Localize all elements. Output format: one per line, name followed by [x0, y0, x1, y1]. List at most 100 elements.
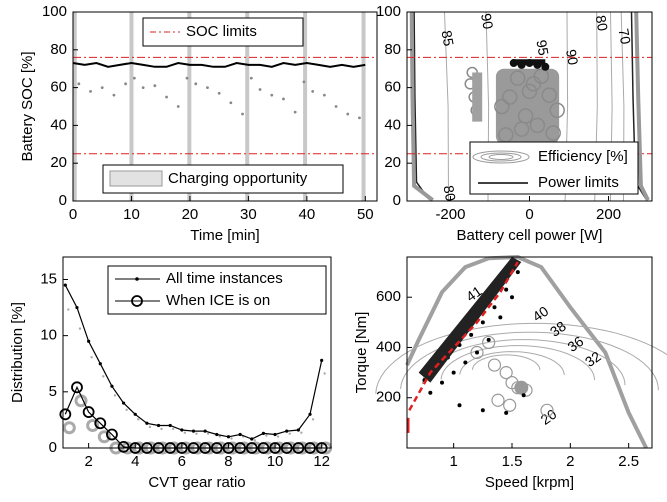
operating-point [549, 102, 565, 119]
engine-map-ytick-label: 600 [376, 288, 401, 305]
all-instances-point [87, 339, 91, 343]
operating-dot [521, 393, 526, 398]
all-instances-point [250, 437, 254, 441]
gray-soc-point [77, 82, 81, 86]
all-instances-point [110, 384, 114, 388]
operating-point [517, 108, 534, 124]
legend-soc-limits-label: SOC limits [186, 23, 257, 40]
soc-time-ytick-label: 80 [50, 41, 67, 58]
charging-band [187, 12, 192, 201]
soc-trace [72, 61, 366, 68]
all-instances-point [238, 432, 242, 437]
soc-power-ytick-label: 80 [384, 41, 401, 58]
soc-time-xtick-label: 40 [299, 206, 316, 223]
distribution-shadow-point [311, 418, 315, 421]
operating-point [545, 125, 561, 141]
legend-ice-marker [131, 295, 143, 307]
operating-dot [486, 337, 491, 342]
all-instances-point [180, 428, 184, 432]
soc-time-xtick-label: 0 [69, 206, 77, 223]
operating-dot [440, 380, 444, 385]
soc-time-ylabel: Battery SOC [%] [19, 51, 36, 161]
power-limit-left [413, 11, 430, 200]
ice-on-shadow-marker [62, 421, 76, 435]
all-instances-point [285, 429, 289, 433]
contour-label: 38 [547, 318, 569, 340]
cvt-xtick-label: 6 [178, 453, 186, 470]
ice-on-marker [117, 440, 130, 453]
efficiency-contour [400, 331, 659, 391]
operating-dot [469, 332, 474, 337]
distribution-shadow-point [125, 408, 128, 411]
operating-point [509, 70, 526, 86]
efficiency-contour [444, 11, 449, 202]
gray-soc-point [229, 101, 233, 105]
gray-soc-point [346, 112, 350, 116]
ice-on-line [64, 385, 322, 449]
distribution-shadow-point [300, 431, 303, 434]
gray-soc-point [322, 93, 326, 97]
contour-label: 90 [478, 12, 496, 30]
engine-map-ytick-label: 400 [376, 338, 401, 355]
charging-band [245, 12, 250, 201]
soc-time-xtick-label: 10 [123, 206, 140, 223]
contour-label: 85 [439, 29, 457, 47]
gray-soc-point [217, 91, 221, 95]
cvt-ytick-label: 10 [40, 327, 57, 344]
all-instances-point [296, 428, 300, 432]
charging-band [303, 12, 308, 201]
contour-label: 80 [593, 14, 611, 32]
ice-on-shadow-marker [86, 419, 100, 433]
soc-power-xtick-label: 0 [525, 206, 533, 223]
distribution-shadow-point [113, 394, 117, 397]
operating-dot [480, 408, 485, 413]
gray-soc-point [89, 89, 92, 93]
cvt-xtick-label: 12 [313, 453, 330, 470]
gray-soc-point [293, 110, 297, 114]
power-limit-right [630, 11, 647, 200]
all-instances-point [191, 429, 196, 433]
contour-label: 36 [564, 333, 586, 355]
operating-band [418, 257, 522, 383]
gray-soc-point [302, 80, 306, 84]
gray-soc-point [249, 76, 253, 80]
cvt-xlabel: CVT gear ratio [148, 474, 245, 491]
legend-efficiency-swatch [472, 150, 530, 164]
operating-dot [515, 270, 520, 275]
operating-strip [472, 72, 483, 122]
operating-dot [475, 350, 479, 355]
all-instances-point [75, 305, 79, 310]
ice-on-marker [59, 408, 72, 421]
soc-time-xtick-label: 50 [357, 206, 374, 223]
contour-label: 70 [616, 27, 634, 45]
operating-point [541, 87, 558, 103]
distribution-shadow-point [265, 434, 268, 437]
operating-dot [492, 305, 497, 310]
operating-dot [504, 287, 509, 292]
legend-all-label: All time instances [166, 270, 283, 287]
distribution-shadow-point [102, 375, 105, 378]
operating-point [501, 89, 518, 105]
cvt-ytick-label: 0 [49, 439, 57, 456]
efficiency-contour [459, 351, 565, 376]
operating-point [529, 117, 546, 134]
soc-power-ytick-label: 40 [384, 116, 401, 133]
operating-dot [457, 403, 462, 408]
contour-label: 32 [582, 348, 604, 370]
distribution-shadow-point [90, 356, 93, 359]
operating-dot [428, 390, 433, 395]
gray-soc-point [112, 93, 116, 97]
operating-cloud [495, 68, 560, 145]
optimal-line [408, 261, 519, 411]
soc-time-ytick-label: 100 [42, 3, 67, 20]
soc-time-ytick-label: 0 [59, 192, 67, 209]
cvt-ytick-label: 15 [40, 270, 57, 287]
ice-on-cluster [513, 59, 546, 66]
gray-soc-point [185, 76, 189, 80]
legend-bottom-box [102, 164, 344, 194]
cvt-ylabel: Distribution [%] [9, 302, 26, 403]
gray-soc-point [100, 86, 104, 89]
distribution-shadow-point [276, 435, 280, 438]
distribution-shadow-point [183, 431, 187, 434]
soc-power-xtick-label: 200 [596, 206, 621, 223]
